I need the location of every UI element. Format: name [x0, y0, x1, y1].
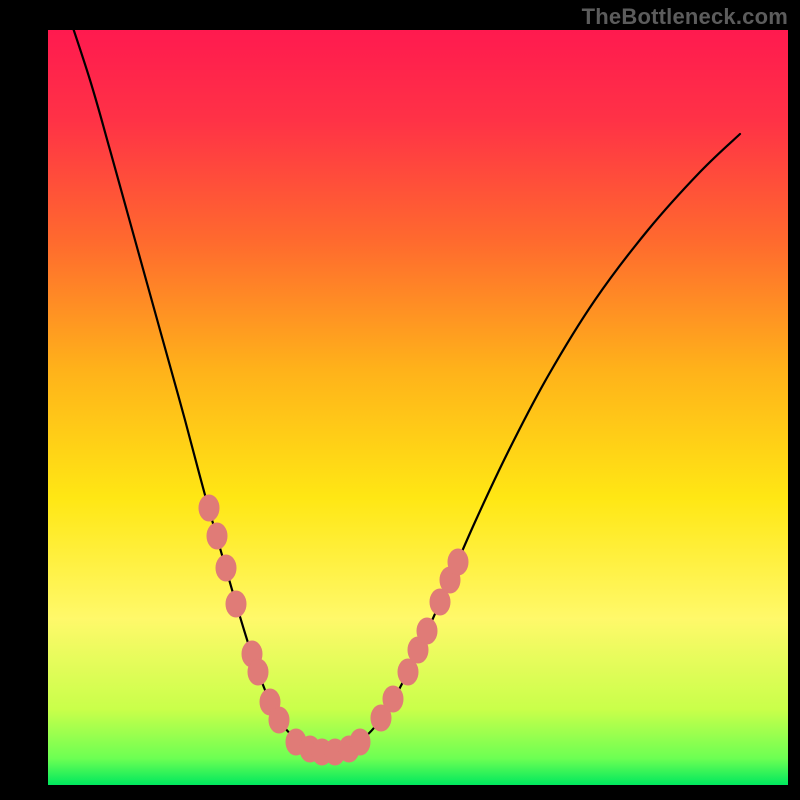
watermark-text: TheBottleneck.com	[582, 4, 788, 30]
plot-area	[48, 30, 788, 785]
marker-dot	[383, 686, 403, 712]
marker-dot	[448, 549, 468, 575]
marker-dot	[417, 618, 437, 644]
marker-dot	[226, 591, 246, 617]
marker-dot	[248, 659, 268, 685]
marker-dot	[216, 555, 236, 581]
plot-svg	[48, 30, 788, 785]
marker-dot	[207, 523, 227, 549]
marker-dot	[269, 707, 289, 733]
chart-root: TheBottleneck.com	[0, 0, 800, 800]
marker-dot	[199, 495, 219, 521]
marker-dot	[350, 729, 370, 755]
